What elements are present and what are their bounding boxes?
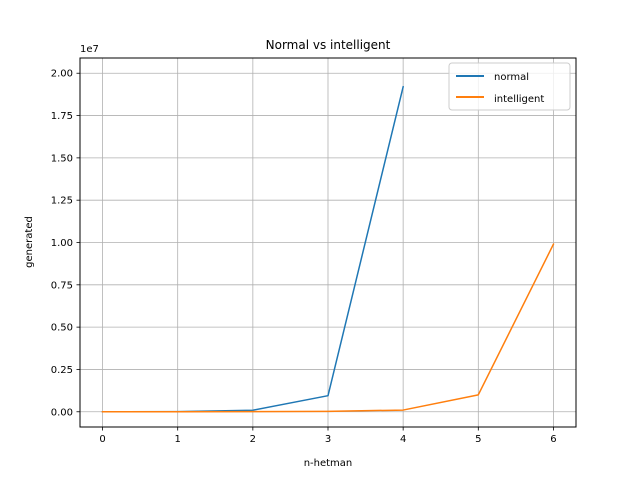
y-tick-label: 1.25: [51, 196, 73, 207]
series-line-intelligent: [101, 243, 555, 413]
axis-ticks: 0 1 2 3 4 5 6 0.00 0.25 0.50 0.75 1.00 1.25 1.50 1.75 2…: [51, 69, 557, 445]
legend-box: [448, 62, 571, 111]
y-tick-label: 0.75: [51, 280, 73, 291]
x-axis-label: n-hetman: [304, 458, 353, 469]
x-tick-label: 4: [400, 434, 406, 445]
legend: normal intelligent: [448, 62, 571, 111]
x-tick-label: 2: [250, 434, 256, 445]
legend-label-normal: normal: [494, 72, 529, 83]
x-tick-label: 1: [175, 434, 181, 445]
y-tick-label: 0.25: [51, 365, 73, 376]
y-tick-label: 0.50: [51, 323, 73, 334]
y-axis-offset-label: 1e7: [80, 44, 99, 55]
y-axis-label: generated: [24, 216, 35, 268]
y-tick-label: 0.00: [51, 407, 73, 418]
x-tick-label: 3: [325, 434, 331, 445]
x-tick-label: 6: [550, 434, 556, 445]
y-tick-label: 1.00: [51, 238, 73, 249]
x-tick-label: 0: [99, 434, 105, 445]
y-tick-label: 1.75: [51, 111, 73, 122]
legend-label-intelligent: intelligent: [494, 94, 544, 105]
y-tick-label: 1.50: [51, 153, 73, 164]
chart-title: Normal vs intelligent: [266, 38, 391, 52]
series-lines: [101, 85, 555, 413]
x-tick-label: 5: [475, 434, 481, 445]
y-tick-label: 2.00: [51, 69, 73, 80]
